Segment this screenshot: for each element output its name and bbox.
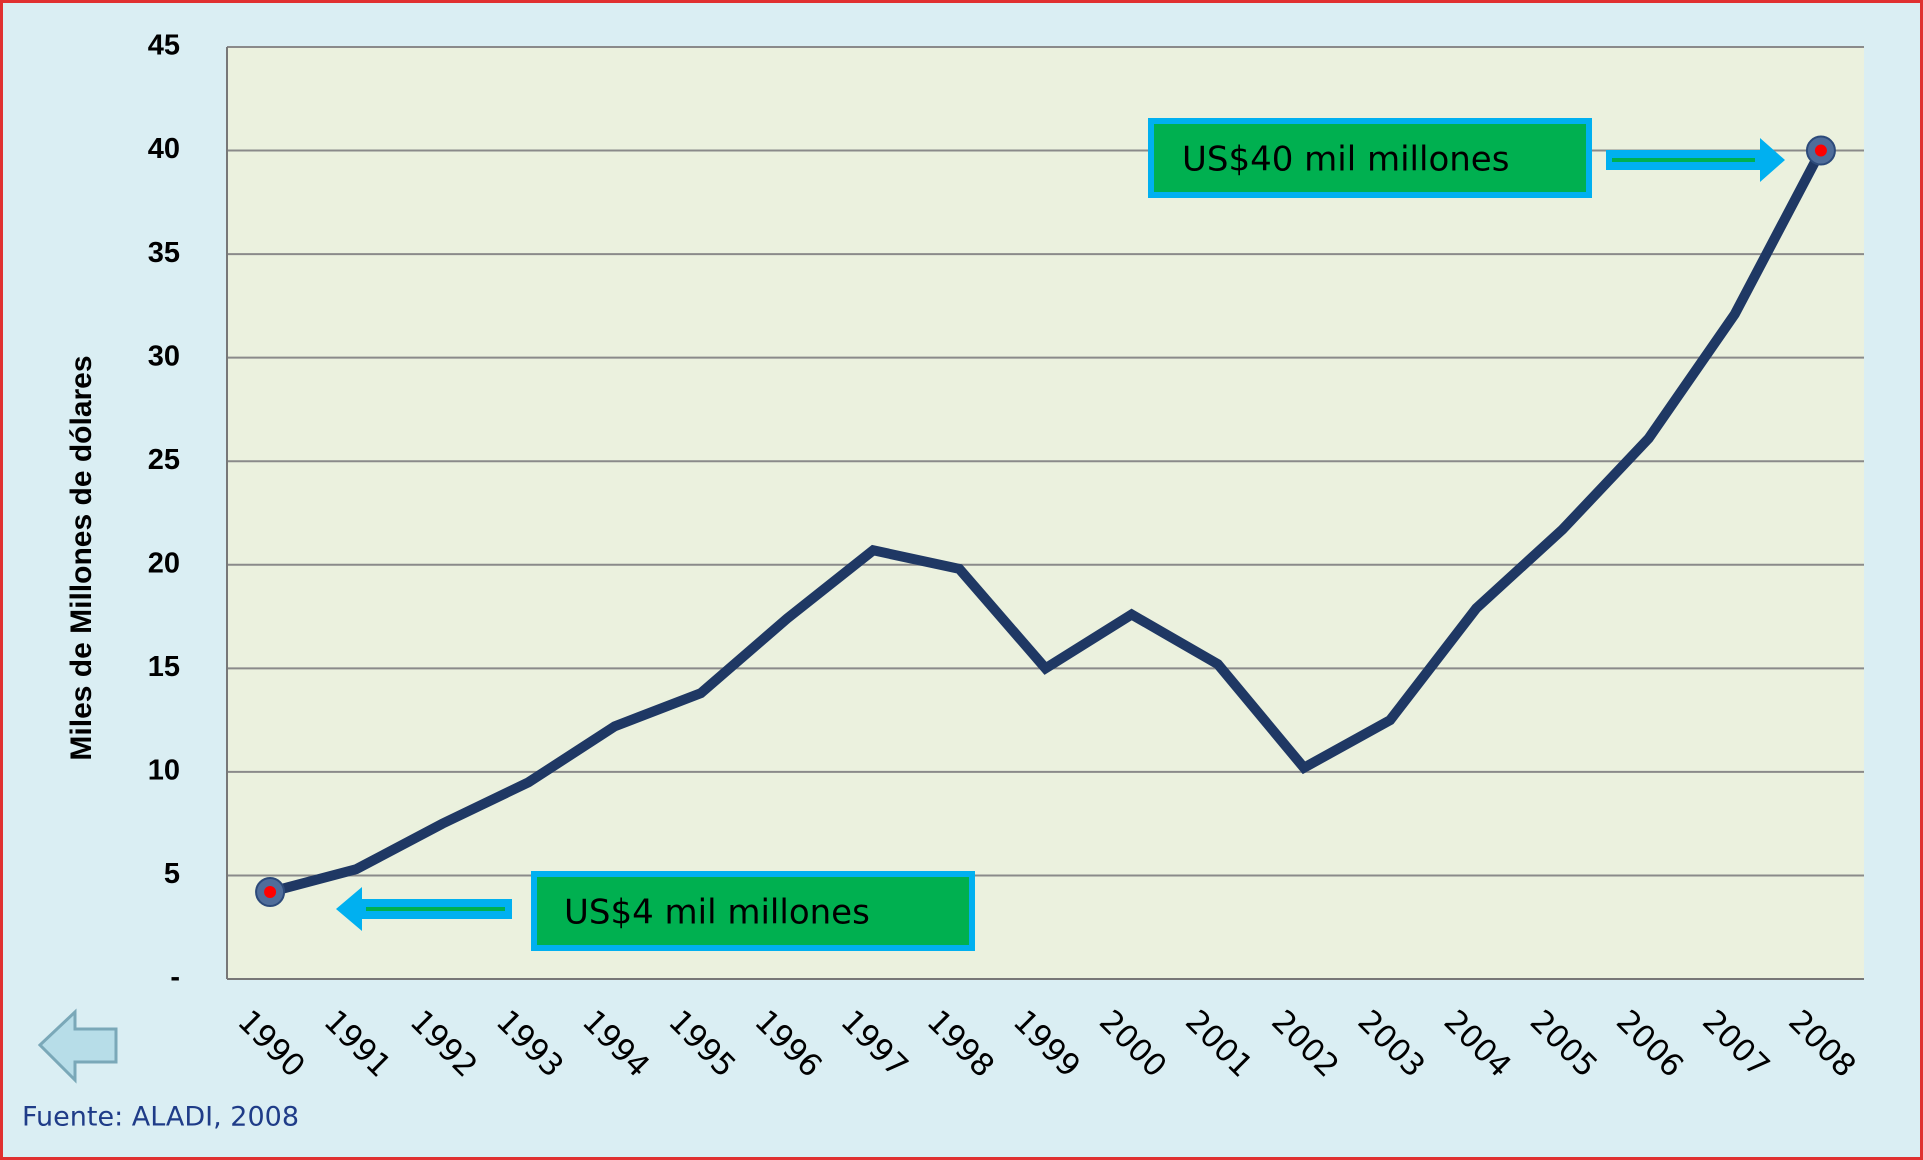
y-tick-label: 45 bbox=[148, 30, 180, 62]
y-tick-label: 20 bbox=[148, 547, 180, 579]
line bbox=[268, 148, 1826, 897]
annotation-box bbox=[531, 871, 975, 951]
end-marker-dot bbox=[264, 886, 277, 899]
y-tick-label: 5 bbox=[164, 858, 180, 890]
y-tick-label: - bbox=[170, 962, 180, 994]
y-tick-label: 40 bbox=[148, 133, 180, 165]
back-button[interactable] bbox=[37, 1008, 118, 1084]
plot bbox=[255, 135, 1836, 908]
y-tick-label: 30 bbox=[148, 340, 180, 372]
y-tick-label: 25 bbox=[148, 444, 180, 476]
annotation: US$4 mil millones bbox=[564, 893, 870, 933]
plot-area bbox=[227, 47, 1864, 979]
y-tick-label: 10 bbox=[148, 755, 180, 787]
y-tick-label: 35 bbox=[148, 237, 180, 269]
y-axis-label: Miles de Millones de dólares bbox=[65, 355, 98, 760]
grid bbox=[227, 46, 1864, 877]
annotation-box bbox=[1148, 118, 1592, 198]
source: Fuente: ALADI, 2008 bbox=[22, 1102, 299, 1133]
annotation: US$40 mil millones bbox=[1182, 140, 1509, 180]
end-marker-dot bbox=[1814, 144, 1827, 157]
y-tick-label: 15 bbox=[148, 651, 180, 683]
